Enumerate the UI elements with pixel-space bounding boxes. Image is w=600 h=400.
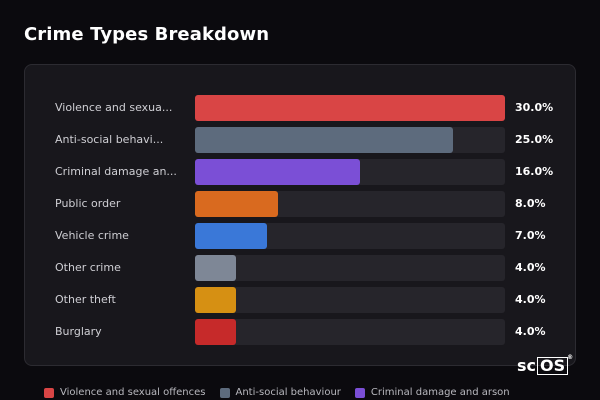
legend-label: Anti-social behaviour [235,387,341,398]
value-label: 4.0% [515,293,546,306]
bar-track [195,255,505,281]
bar-track [195,319,505,345]
category-label: Anti-social behavi... [55,133,164,146]
legend-swatch [354,387,365,398]
bar-row: Criminal damage an... 16.0% [25,159,577,185]
value-label: 4.0% [515,325,546,338]
legend-item: Anti-social behaviour [219,387,341,398]
value-label: 25.0% [515,133,554,146]
bar-row: Public order 8.0% [25,191,577,217]
legend-swatch [44,387,54,398]
legend-item: Criminal damage and arson [354,387,510,398]
bar [195,159,360,185]
category-label: Other theft [55,293,116,306]
legend-label: Criminal damage and arson [370,387,510,398]
bar-row: Burglary 4.0% [25,319,577,345]
bar [195,191,278,217]
bar-track [195,159,505,185]
brand-mark: ® [567,354,574,361]
bar-track [195,95,505,121]
chart-panel: Violence and sexua... 30.0% Anti-social be… [24,64,576,366]
bar [195,319,236,345]
bar [195,127,453,153]
bar [195,223,267,249]
value-label: 7.0% [515,229,546,242]
legend-label: Violence and sexual offences [60,387,206,398]
legend-swatch [219,387,230,398]
category-label: Criminal damage an... [55,165,177,178]
brand-logo: sc OS ® [517,354,573,375]
category-label: Vehicle crime [55,229,129,242]
bar-track [195,287,505,313]
value-label: 8.0% [515,197,546,210]
brand-boxed: OS [537,356,569,375]
bar-row: Violence and sexua... 30.0% [25,95,577,121]
brand-prefix: sc [517,356,537,375]
bar [195,287,236,313]
bar-row: Other crime 4.0% [25,255,577,281]
value-label: 16.0% [515,165,554,178]
value-label: 30.0% [515,101,554,114]
chart-title: Crime Types Breakdown [24,24,270,45]
bar-track [195,127,505,153]
legend-item: Violence and sexual offences [44,387,206,398]
category-label: Violence and sexua... [55,101,173,114]
bar [195,255,236,281]
bar-track [195,223,505,249]
category-label: Public order [55,197,121,210]
category-label: Other crime [55,261,121,274]
value-label: 4.0% [515,261,546,274]
chart-legend: Violence and sexual offences Anti-social … [44,387,510,398]
bar-row: Other theft 4.0% [25,287,577,313]
bar-row: Anti-social behavi... 25.0% [25,127,577,153]
category-label: Burglary [55,325,102,338]
bar [195,95,505,121]
bar-track [195,191,505,217]
bar-row: Vehicle crime 7.0% [25,223,577,249]
